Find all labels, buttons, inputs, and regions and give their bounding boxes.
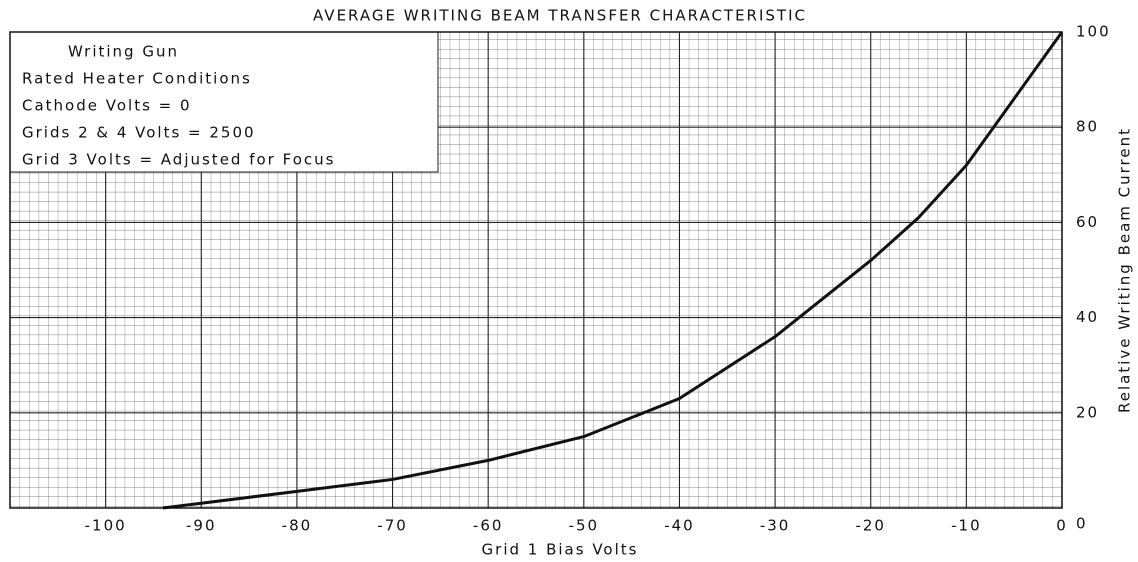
x-tick-label: -10: [951, 517, 982, 535]
x-tick-label: -70: [377, 517, 408, 535]
y-tick-label: 60: [1076, 213, 1099, 231]
y-tick-label: 20: [1076, 403, 1099, 421]
y-axis-label: Relative Writing Beam Current: [1116, 127, 1134, 413]
chart-title: AVERAGE WRITING BEAM TRANSFER CHARACTERI…: [313, 7, 807, 25]
annotation: Grid 3 Volts = Adjusted for Focus: [22, 151, 335, 169]
y-tick-label: 100: [1076, 23, 1111, 41]
y-tick-label: 0: [1076, 515, 1088, 533]
x-tick-label: -90: [186, 517, 217, 535]
x-tick-label: 0: [1056, 517, 1068, 535]
annotation: Cathode Volts = 0: [22, 97, 192, 115]
y-tick-label: 40: [1076, 308, 1099, 326]
x-axis-label: Grid 1 Bias Volts: [482, 541, 639, 559]
annotation: Grids 2 & 4 Volts = 2500: [22, 124, 256, 142]
annotation: Writing Gun: [68, 43, 179, 61]
annotation: Rated Heater Conditions: [22, 70, 252, 88]
x-tick-label: -80: [282, 517, 313, 535]
x-tick-label: -20: [855, 517, 886, 535]
plot-frame: [9, 31, 1063, 509]
x-tick-label: -60: [473, 517, 504, 535]
legend-box: [9, 31, 439, 173]
x-tick-label: -30: [760, 517, 791, 535]
data-line: [162, 31, 1064, 510]
x-tick-label: -40: [664, 517, 695, 535]
y-tick-label: 80: [1076, 118, 1099, 136]
x-tick-label: -100: [85, 517, 127, 535]
x-tick-label: -50: [569, 517, 600, 535]
